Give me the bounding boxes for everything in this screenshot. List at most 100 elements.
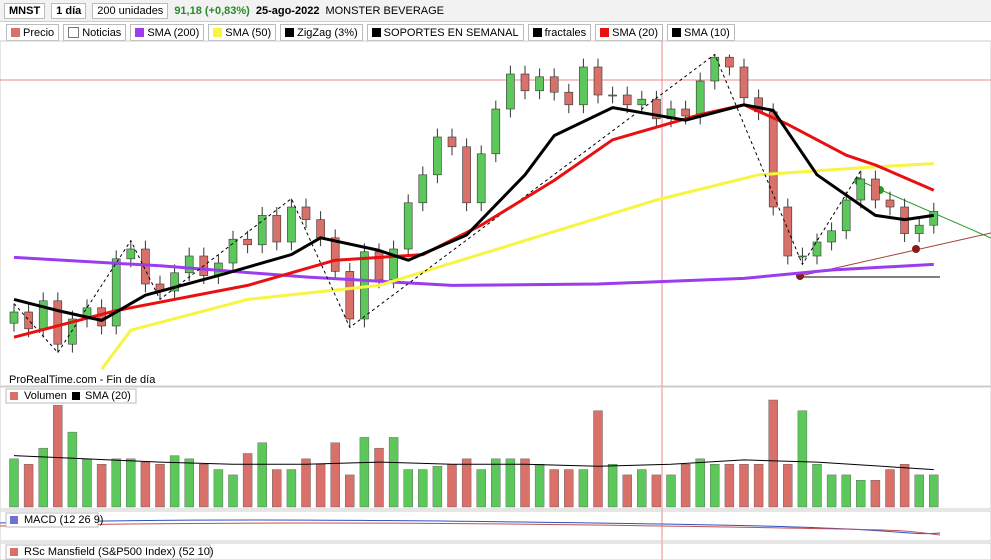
candle-body — [447, 136, 457, 148]
candle-body — [170, 272, 179, 292]
legend-label: SMA (20) — [612, 26, 658, 39]
candle-body — [549, 76, 559, 93]
volume-title: Volumen — [24, 390, 67, 402]
volume-bar — [680, 464, 691, 508]
volume-bar — [637, 469, 647, 508]
candle-body — [126, 248, 136, 260]
legend-label: SOPORTES EN SEMANAL — [383, 26, 519, 39]
volume-bar — [374, 447, 384, 508]
last-price: 91,18 (+0,83%) — [174, 4, 250, 17]
volume-bar — [505, 458, 516, 508]
legend-item[interactable]: SOPORTES EN SEMANAL — [366, 24, 524, 41]
candle-body — [462, 146, 471, 204]
candle-body — [520, 73, 530, 92]
macd-panel — [0, 510, 991, 542]
legend-swatch — [285, 28, 295, 37]
legend-box — [5, 512, 99, 528]
legend-label: SMA (50) — [225, 26, 272, 39]
volume-bar — [885, 469, 895, 508]
volume-bar — [126, 458, 136, 508]
legend-label: Precio — [23, 26, 55, 39]
price-panel — [0, 40, 991, 387]
rsc-panel — [0, 542, 991, 560]
candle-body — [9, 311, 19, 324]
legend-item[interactable]: Noticias — [63, 24, 127, 41]
rsc-title: RSc Mansfield (S&P500 Index) (52 10) — [24, 546, 214, 558]
volume-bar — [67, 431, 78, 508]
candle-body — [24, 311, 33, 330]
candle-body — [491, 108, 501, 155]
volume-bar — [870, 480, 881, 508]
volume-bar — [520, 458, 530, 508]
volume-bar — [578, 469, 589, 508]
volume-bar — [812, 464, 822, 508]
volume-bar — [272, 469, 282, 508]
date: 25-ago-2022 — [255, 4, 320, 17]
candle-body — [725, 56, 734, 68]
candle-body — [506, 73, 515, 110]
candle-body — [593, 66, 603, 96]
legend-swatch — [11, 28, 20, 37]
candle-body — [257, 215, 267, 246]
legend-swatch — [72, 392, 80, 400]
candle-body — [316, 219, 325, 239]
legend-item[interactable]: Precio — [6, 24, 60, 41]
indicator-line — [13, 53, 862, 354]
candle-body — [856, 178, 866, 201]
instrument-name: MONSTER BEVERAGE — [325, 4, 445, 17]
candle-body — [228, 238, 238, 264]
candle-body — [272, 215, 282, 243]
volume-bar — [169, 455, 180, 508]
legend-swatch — [371, 28, 381, 37]
volume-bar — [929, 474, 939, 508]
legend-box — [5, 388, 137, 404]
volume-bar — [739, 464, 749, 508]
volume-bar — [710, 464, 720, 508]
candle-body — [871, 178, 880, 201]
legend-swatch — [10, 392, 18, 400]
volume-bar — [111, 458, 121, 508]
symbol-select[interactable]: MNST — [4, 2, 46, 19]
fractal-dot — [912, 245, 920, 253]
volume-bar — [403, 469, 413, 508]
volume-bar — [797, 410, 808, 508]
volume-bar — [549, 469, 559, 508]
legend-swatch — [672, 28, 681, 37]
volume-bar — [447, 464, 457, 508]
volume-bar — [140, 461, 151, 508]
volume-bar — [82, 458, 92, 508]
legend-swatch — [600, 28, 610, 37]
volume-bar — [242, 453, 253, 508]
volume-bar — [914, 474, 924, 508]
legend-label: SMA (20) — [85, 390, 131, 402]
legend-item[interactable]: fractales — [527, 24, 592, 41]
volume-bar — [899, 464, 910, 508]
volume-bar — [461, 458, 472, 508]
candle-body — [768, 111, 778, 208]
candle-body — [535, 76, 544, 92]
volume-bar — [257, 442, 267, 508]
volume-bar — [768, 399, 778, 508]
volume-bar — [534, 464, 545, 508]
legend-item[interactable]: SMA (50) — [208, 24, 277, 41]
volume-bar — [9, 458, 19, 508]
units-select[interactable]: 200 unidades — [92, 2, 169, 19]
candle-body — [53, 300, 63, 345]
legend-swatch — [135, 28, 145, 37]
volume-bar — [841, 474, 851, 508]
candle-body — [111, 258, 121, 327]
volume-bar — [199, 464, 209, 508]
volume-bar — [607, 464, 618, 508]
legend-swatch — [10, 516, 18, 524]
volume-bar — [359, 437, 370, 508]
volume-bar — [856, 480, 866, 508]
indicator-line — [13, 103, 935, 322]
candle-body — [812, 241, 822, 257]
macd-title: MACD (12 26 9) — [24, 514, 103, 526]
period-select[interactable]: 1 día — [51, 2, 87, 19]
volume-bar — [593, 410, 603, 508]
candle-body — [622, 94, 632, 106]
volume-bar — [213, 469, 224, 508]
candle-body — [783, 206, 793, 257]
